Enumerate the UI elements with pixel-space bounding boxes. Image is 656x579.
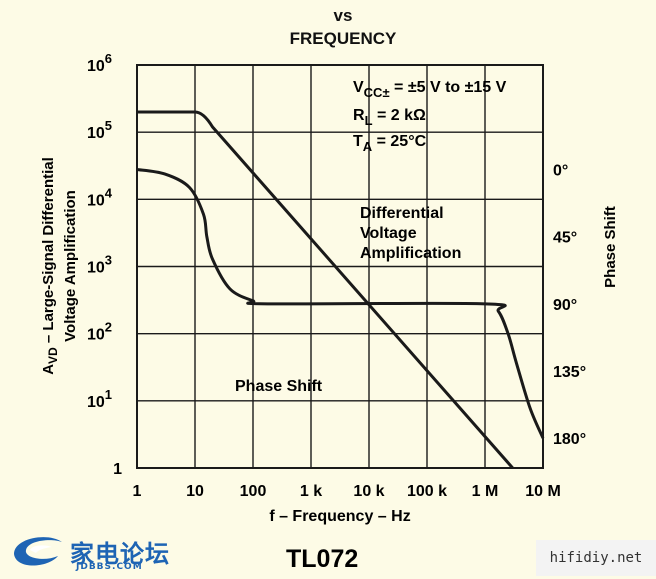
x-tick-label: 100 [240, 483, 267, 500]
y-tick-label: 1 [113, 461, 122, 478]
y2-axis-label: Phase Shift [602, 206, 619, 288]
x-tick-label: 10 [186, 483, 204, 500]
y2-tick-label: 135° [553, 364, 586, 381]
y-tick-label: 102 [87, 320, 112, 344]
svg-text:AVD – Large-Signal Differentia: AVD – Large-Signal Differential [40, 157, 60, 375]
y2-tick-label: 180° [553, 431, 586, 448]
logo-swirl-icon [14, 537, 62, 566]
y2-tick-label: 0° [553, 162, 568, 179]
plot-frame [136, 64, 544, 469]
y-axis-label-subscript: VD [46, 347, 60, 364]
part-number: TL072 [286, 545, 359, 573]
series-label-amplification: Differential Voltage Amplification [360, 205, 461, 262]
logo-subtitle: JDBBS.COM [76, 562, 143, 572]
chart-title-line1: vs [333, 6, 353, 25]
y-axis-label: AVD – Large-Signal Differential Voltage … [40, 157, 79, 375]
y-tick-label: 104 [87, 185, 113, 209]
x-axis-label: f – Frequency – Hz [269, 508, 410, 525]
series-line-amplification [137, 110, 514, 469]
x-tick-label: 1 [133, 483, 142, 500]
series-label-phase: Phase Shift [235, 378, 323, 395]
logo-name: 家电论坛 [70, 540, 170, 568]
chart-title-line2: FREQUENCY [289, 29, 397, 48]
x-tick-label: 1 M [472, 483, 499, 500]
y2-tick-label: 90° [553, 297, 577, 314]
series-label-amp-line2: Voltage [360, 225, 417, 242]
y-tick-label: 103 [87, 253, 112, 277]
y-tick-label: 106 [87, 51, 112, 75]
series-label-amp-line1: Differential [360, 205, 444, 222]
y2-axis-ticks: 0° 45° 90° 135° 180° [553, 162, 586, 448]
y-axis-label-text: – Large-Signal Differential [40, 157, 57, 347]
x-tick-label: 100 k [407, 483, 447, 500]
condition-ta: TA = 25°C [353, 133, 427, 154]
x-tick-label: 10 M [525, 483, 561, 500]
series-layer [136, 110, 545, 469]
y-axis-ticks: 1 101 102 103 104 105 106 [87, 51, 122, 478]
y-tick-label: 101 [87, 387, 112, 411]
y-axis-label-line2: Voltage Amplification [62, 190, 79, 342]
y-axis-label-symbol: A [40, 364, 57, 375]
condition-rl: RL = 2 kΩ [353, 107, 426, 128]
x-axis-ticks: 1 10 100 1 k 10 k 100 k 1 M 10 M [133, 483, 561, 500]
site-logo: 家电论坛 JDBBS.COM [8, 528, 198, 574]
watermark: hifidiy.net [536, 540, 656, 576]
x-tick-label: 10 k [353, 483, 384, 500]
y-tick-label: 105 [87, 118, 112, 142]
grid [137, 65, 543, 468]
y2-tick-label: 45° [553, 230, 577, 247]
condition-vcc: VCC± = ±5 V to ±15 V [353, 79, 507, 100]
series-line-phase-shift [136, 167, 545, 439]
conditions: VCC± = ±5 V to ±15 V RL = 2 kΩ TA = 25°C [353, 79, 507, 154]
x-tick-label: 1 k [300, 483, 322, 500]
series-label-amp-line3: Amplification [360, 245, 461, 262]
